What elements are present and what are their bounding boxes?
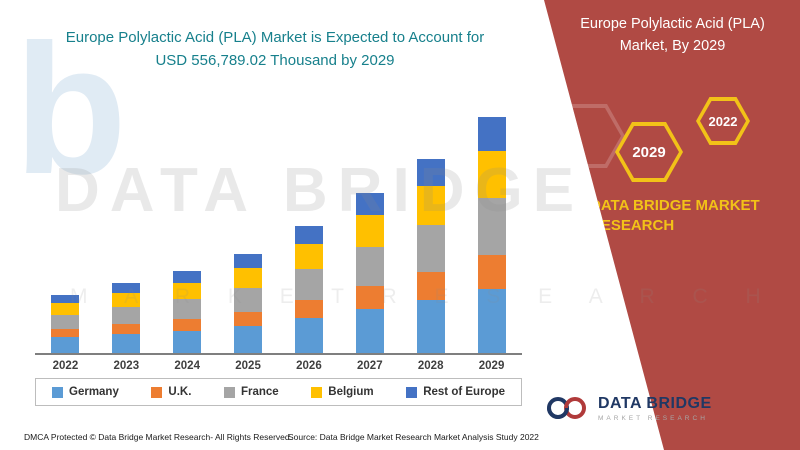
- bar-segment-france-2023: [112, 307, 141, 324]
- bar-segment-u-k--2028: [416, 272, 445, 300]
- bar-segment-belgium-2023: [112, 293, 141, 307]
- bar-segment-belgium-2024: [173, 283, 202, 299]
- bar-segment-belgium-2025: [234, 268, 263, 288]
- legend-label: France: [240, 386, 279, 398]
- bar-segment-france-2022: [51, 315, 80, 329]
- bar-column-2028: [400, 100, 461, 353]
- bar-stack-2028: [416, 159, 445, 353]
- x-axis-label-2025: 2025: [235, 360, 261, 372]
- legend-label: Belgium: [328, 386, 374, 398]
- bar-segment-france-2025: [234, 288, 263, 312]
- hexagon-2022-label: 2022: [700, 101, 746, 141]
- legend-swatch-icon: [151, 386, 163, 398]
- bar-segment-france-2028: [416, 225, 445, 272]
- legend-item-rest-of-europe: Rest of Europe: [406, 386, 505, 398]
- bar-segment-u-k--2029: [477, 255, 506, 289]
- logo-tagline: MARKET RESEARCH: [598, 414, 708, 422]
- bar-segment-u-k--2022: [51, 329, 80, 337]
- bar-segment-rest-of-europe-2022: [51, 295, 80, 303]
- bar-segment-u-k--2026: [294, 300, 323, 318]
- bar-segment-germany-2025: [234, 326, 263, 353]
- bar-segment-france-2029: [477, 198, 506, 255]
- infinity-logo-icon: [547, 397, 586, 419]
- bar-stack-2023: [112, 283, 141, 353]
- panel-brand-text: DATA BRIDGE MARKET RESEARCH: [590, 197, 760, 235]
- dmca-notice: DMCA Protected © Data Bridge Market Rese…: [24, 432, 292, 442]
- x-axis-labels: 2022 2023 2024 2025 2026 2027 2028 2029: [35, 360, 522, 372]
- bar-segment-germany-2027: [355, 309, 384, 353]
- legend-item-u-k-: U.K.: [151, 386, 191, 398]
- bar-segment-france-2024: [173, 299, 202, 319]
- legend-item-germany: Germany: [52, 386, 119, 398]
- bar-stack-2029: [477, 117, 506, 353]
- bar-column-2022: [35, 100, 96, 353]
- bar-segment-u-k--2023: [112, 324, 141, 334]
- bar-column-2027: [339, 100, 400, 353]
- bar-stack-2022: [51, 295, 80, 353]
- headline-line2: USD 556,789.02 Thousand by 2029: [155, 52, 395, 70]
- bar-segment-rest-of-europe-2023: [112, 283, 141, 293]
- bar-segment-belgium-2028: [416, 186, 445, 225]
- bar-segment-germany-2022: [51, 337, 80, 353]
- bar-segment-germany-2029: [477, 289, 506, 353]
- bar-segment-rest-of-europe-2029: [477, 117, 506, 151]
- headline-line1: Europe Polylactic Acid (PLA) Market is E…: [65, 29, 485, 46]
- bar-column-2025: [218, 100, 279, 353]
- bar-segment-germany-2023: [112, 334, 141, 353]
- x-axis-label-2028: 2028: [417, 360, 444, 372]
- bar-segment-france-2026: [294, 269, 323, 300]
- bar-segment-rest-of-europe-2026: [294, 226, 323, 244]
- x-axis-label-2027: 2027: [357, 360, 383, 372]
- chart-headline: Europe Polylactic Acid (PLA) Market is E…: [30, 26, 520, 73]
- bar-column-2026: [279, 100, 340, 353]
- bar-stack-2026: [294, 226, 323, 353]
- bar-segment-belgium-2029: [477, 151, 506, 198]
- bar-column-2029: [461, 100, 522, 353]
- bar-segment-germany-2028: [416, 300, 445, 353]
- x-axis-label-2029: 2029: [478, 360, 505, 372]
- bar-stack-2025: [234, 254, 263, 353]
- databridge-logo: DATA BRIDGE MARKET RESEARCH: [545, 394, 712, 422]
- bar-segment-u-k--2027: [355, 286, 384, 309]
- bar-segment-france-2027: [355, 247, 384, 286]
- bar-segment-germany-2026: [294, 318, 323, 353]
- bar-column-2023: [96, 100, 157, 353]
- legend-swatch-icon: [52, 386, 63, 398]
- bar-segment-rest-of-europe-2028: [416, 159, 445, 186]
- legend-swatch-icon: [406, 386, 418, 398]
- legend-item-france: France: [223, 386, 279, 398]
- legend-label: Germany: [69, 386, 119, 398]
- bar-column-2024: [157, 100, 218, 353]
- x-axis-label-2024: 2024: [174, 360, 200, 372]
- bar-segment-germany-2024: [173, 331, 202, 353]
- x-axis-label-2023: 2023: [113, 360, 140, 372]
- bar-stack-2024: [173, 271, 202, 353]
- bar-segment-belgium-2026: [294, 244, 323, 269]
- stacked-bar-chart: 2022 2023 2024 2025 2026 2027 2028 2029: [35, 100, 522, 372]
- x-axis-label-2026: 2026: [296, 360, 322, 372]
- logo-name: DATA BRIDGE: [598, 394, 712, 412]
- hexagon-2029-badge: 2029: [615, 122, 683, 182]
- bar-segment-belgium-2022: [51, 303, 80, 315]
- bar-segment-u-k--2025: [234, 312, 263, 326]
- legend-swatch-icon: [223, 386, 235, 398]
- panel-title: Europe Polylactic Acid (PLA) Market, By …: [580, 16, 765, 54]
- legend-swatch-icon: [311, 386, 323, 398]
- x-axis-label-2022: 2022: [52, 360, 79, 372]
- chart-plot-area: [35, 100, 522, 355]
- legend-item-belgium: Belgium: [311, 386, 374, 398]
- legend-label: Rest of Europe: [423, 386, 505, 398]
- bar-segment-belgium-2027: [355, 215, 384, 247]
- bar-segment-rest-of-europe-2027: [355, 193, 384, 215]
- legend-label: U.K.: [168, 386, 192, 398]
- bar-segment-u-k--2024: [173, 319, 202, 331]
- bar-stack-2027: [355, 193, 384, 353]
- hexagon-2029-label: 2029: [619, 126, 679, 178]
- hexagon-2022-badge: 2022: [696, 97, 750, 145]
- source-note: Source: Data Bridge Market Research Mark…: [288, 432, 539, 442]
- bar-segment-rest-of-europe-2024: [173, 271, 202, 283]
- chart-legend: Germany U.K. France Belgium Rest of Europe: [35, 378, 522, 406]
- bar-segment-rest-of-europe-2025: [234, 254, 263, 268]
